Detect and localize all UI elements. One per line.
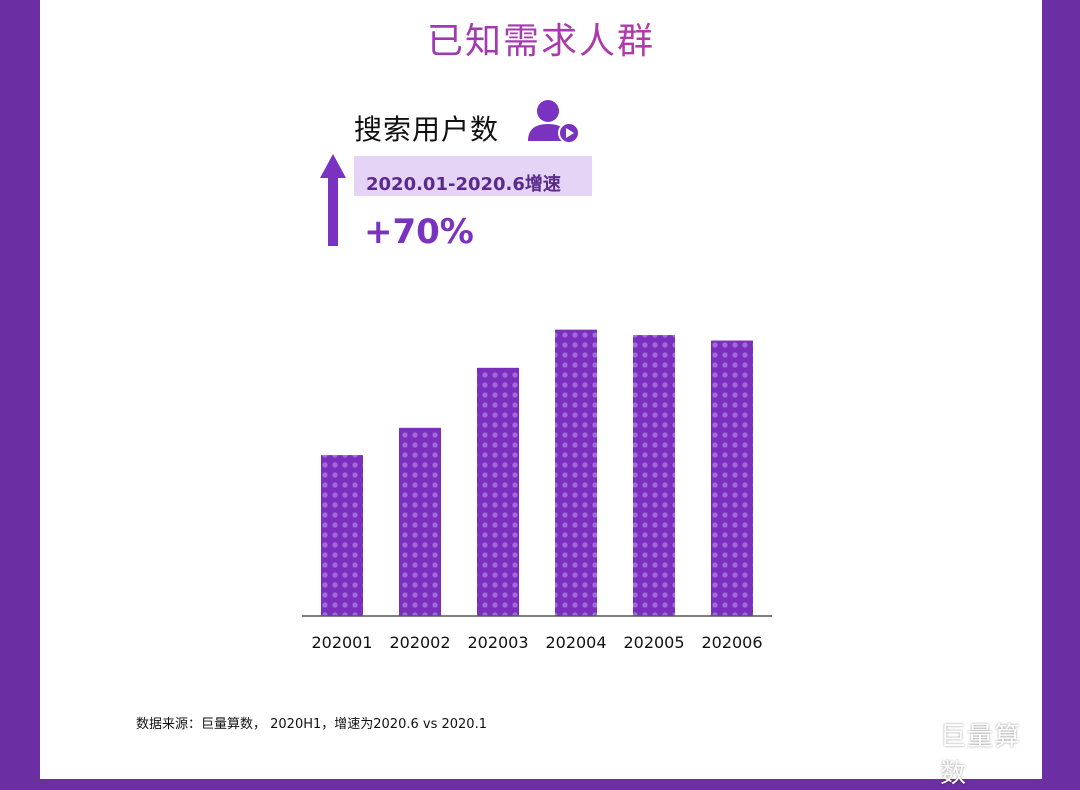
growth-label: 2020.01-2020.6增速 bbox=[366, 174, 561, 195]
bar-202006 bbox=[711, 340, 753, 616]
slide: 已知需求人群 搜索用户数 2020.01-2020.6增速 +70% 20200… bbox=[40, 0, 1042, 789]
user-play-icon bbox=[528, 100, 580, 144]
growth-value: +70% bbox=[364, 212, 474, 252]
bar-202004 bbox=[555, 329, 597, 616]
bar-202001 bbox=[321, 455, 363, 616]
x-tick-label: 202006 bbox=[701, 633, 762, 652]
x-tick-label: 202001 bbox=[311, 633, 372, 652]
x-tick-label: 202004 bbox=[545, 633, 606, 652]
page-title: 已知需求人群 bbox=[40, 12, 1042, 64]
x-tick-label: 202002 bbox=[389, 633, 450, 652]
bar-chart: 202001 202002 202003 202004 202005 202006 bbox=[302, 329, 772, 652]
bar-202003 bbox=[477, 367, 519, 616]
bar-202005 bbox=[633, 335, 675, 616]
bar-202002 bbox=[399, 427, 441, 616]
left-border bbox=[0, 0, 40, 779]
growth-highlight bbox=[354, 156, 592, 196]
metric-label: 搜索用户数 bbox=[354, 113, 500, 146]
data-source-note: 数据来源：巨量算数， 2020H1，增速为2020.6 vs 2020.1 bbox=[136, 717, 487, 732]
x-tick-label: 202003 bbox=[467, 633, 528, 652]
wechat-icon bbox=[893, 716, 931, 745]
x-tick-label: 202005 bbox=[623, 633, 684, 652]
up-arrow-icon bbox=[320, 154, 346, 246]
right-border bbox=[1042, 0, 1080, 779]
